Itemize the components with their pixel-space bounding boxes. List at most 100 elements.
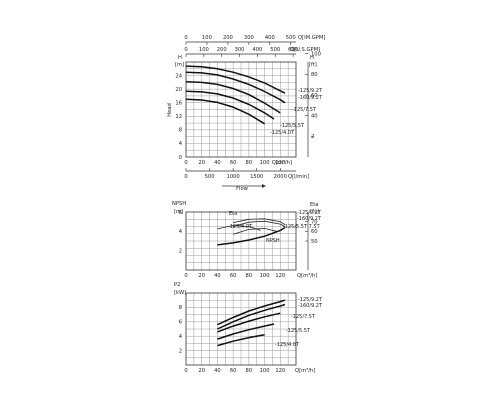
series-label: -125/5.5T	[286, 328, 311, 334]
x-tick-label: 80	[246, 368, 253, 374]
y-tick-label: 6	[179, 320, 182, 326]
series-label: -125/7.5T	[292, 107, 317, 113]
y-tick-label: 24	[175, 73, 182, 79]
series-label: -125/5.5T 7.5T	[283, 224, 321, 230]
eta-label: Eta	[229, 211, 237, 217]
series-label: -125/7.5T	[291, 314, 316, 320]
x-tick-label: 120	[275, 368, 285, 374]
y-tick-label: 2	[179, 348, 182, 354]
right-unit-label: [ft]	[309, 62, 317, 68]
x-tick-label: 60	[230, 273, 237, 279]
top-tick-label: 200	[217, 47, 227, 53]
right-unit-label: Eta	[310, 202, 319, 208]
right-tick-label: 80	[311, 72, 318, 78]
y-tick-label: 0	[179, 155, 182, 161]
y-tick-label: 2	[179, 248, 182, 254]
right-tick-label: 70	[311, 219, 318, 225]
series-label: -125/4.0T	[228, 224, 253, 230]
y-axis-title: NPSH	[172, 201, 186, 207]
x-tick-label: 40	[214, 160, 221, 166]
series-label: -160/9.2T	[297, 216, 322, 222]
y-axis-title: P2	[174, 282, 180, 288]
right-tick-label: 40	[311, 113, 318, 119]
top-axis-label: Q[IM.GPM]	[298, 35, 325, 41]
top-tick-label: 100	[199, 47, 209, 53]
npsh-eta-curve	[233, 218, 286, 225]
series-label: -125/9.2T	[297, 210, 322, 216]
power-chart: 2 4 6 8 P2 [kW] 0 20 40 60 80 100 120 Q[m³/h] -125/9.2…	[174, 282, 323, 374]
lmin-axis-label: Q[l/min]	[288, 174, 309, 180]
top-tick-label: 600	[288, 47, 298, 53]
head-curve	[185, 65, 286, 94]
x-axis-label: Q[m³/h]	[297, 273, 317, 279]
y-tick-label: 4	[179, 141, 183, 147]
series-label: -125/9.2T	[298, 297, 323, 303]
x-tick-label: 20	[198, 273, 205, 279]
power-curve	[217, 323, 275, 340]
top-axis-label: Q[U.S.GPM]	[290, 47, 320, 53]
npsh-eta-curve	[232, 220, 286, 227]
top-axis-im-gpm: 0 100 200 300 400 500 Q[IM.GPM]	[184, 35, 325, 45]
y-unit-label: H	[178, 55, 182, 61]
series-label: -125/4.0T	[275, 342, 300, 348]
x-tick-label: 60	[230, 368, 237, 374]
top-tick-label: 400	[252, 47, 262, 53]
lmin-tick-label: 1500	[250, 174, 263, 180]
npsh-eta-curve	[217, 226, 286, 246]
x-axis-label: Q[m³/h]	[295, 368, 315, 374]
y-axis-title: Head	[167, 103, 173, 117]
x-tick-label: 40	[214, 368, 221, 374]
y-unit-label: [m]	[175, 62, 184, 68]
x-tick-label: 120	[275, 160, 285, 166]
flow-arrow-head	[262, 184, 266, 188]
gridlines	[186, 293, 296, 365]
power-curve	[217, 312, 281, 333]
npsh-eta-curve	[217, 225, 261, 231]
power-curve	[217, 299, 286, 326]
y-tick-label: 20	[175, 87, 182, 93]
top-tick-label: 300	[235, 47, 245, 53]
right-tick-label: 50	[311, 239, 318, 245]
lmin-tick-label: 2000	[274, 174, 287, 180]
y-tick-label: 8	[179, 128, 182, 134]
right-unit-label: H	[310, 55, 314, 61]
right-tick-label: 60	[311, 229, 318, 235]
x-tick-label: 20	[198, 160, 205, 166]
y-tick-label: 4	[179, 229, 183, 235]
lmin-tick-label: 0	[184, 174, 187, 180]
right-tick-label: 2̶	[310, 134, 314, 140]
top-tick-label: 500	[270, 47, 280, 53]
top-tick-label: 200	[223, 35, 233, 41]
right-tick-label: 60	[311, 93, 318, 99]
x-tick-label: 120	[275, 273, 285, 279]
top-tick-label: 500	[286, 35, 296, 41]
y-tick-label: 4	[179, 334, 183, 340]
top-tick-label: 100	[202, 35, 212, 41]
y-tick-label: 12	[175, 114, 182, 120]
x-tick-label: 60	[230, 160, 237, 166]
y-tick-label: 6	[179, 210, 182, 216]
y-unit-label: [kW]	[174, 290, 186, 296]
top-tick-label: 0	[184, 47, 187, 53]
plot-frame	[185, 292, 297, 366]
right-unit-label: [%]	[310, 209, 319, 215]
x-axis-label: Q[m³/h]	[272, 160, 292, 166]
lmin-tick-label: 1000	[227, 174, 240, 180]
x-tick-label: 0	[184, 368, 187, 374]
plot-frame	[185, 211, 297, 271]
x-tick-label: 40	[214, 273, 221, 279]
series-label: -125/9.2T	[298, 88, 323, 94]
x-tick-label: 80	[246, 160, 253, 166]
x-tick-label: 100	[260, 160, 270, 166]
head-chart: 0 100 200 300 400 500 Q[IM.GPM]0 100 200 300 400 50…	[167, 35, 325, 192]
x-tick-label: 80	[246, 273, 253, 279]
x-tick-label: 0	[184, 273, 187, 279]
gridlines	[186, 62, 296, 157]
head-curve	[185, 90, 275, 120]
head-curve	[185, 71, 286, 104]
x-tick-label: 0	[184, 160, 187, 166]
power-curve	[217, 303, 286, 330]
